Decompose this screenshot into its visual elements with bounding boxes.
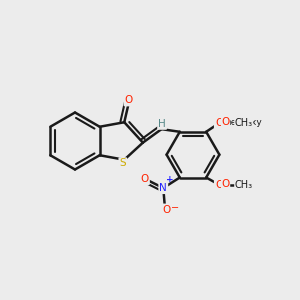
Text: O: O	[141, 174, 149, 184]
Text: N: N	[159, 183, 167, 193]
Text: O: O	[215, 118, 223, 128]
Text: O: O	[162, 205, 170, 214]
Text: CH: CH	[236, 118, 251, 128]
Text: CH₃: CH₃	[235, 118, 253, 128]
Text: methoxy: methoxy	[223, 118, 262, 127]
Text: O: O	[221, 179, 230, 189]
Text: +: +	[166, 175, 174, 184]
Text: CH₃: CH₃	[235, 180, 253, 190]
Text: O: O	[125, 95, 133, 105]
Text: H: H	[158, 119, 166, 129]
Text: −: −	[171, 202, 179, 212]
Text: S: S	[119, 158, 126, 168]
Text: O: O	[221, 117, 230, 127]
Text: O: O	[215, 180, 223, 190]
